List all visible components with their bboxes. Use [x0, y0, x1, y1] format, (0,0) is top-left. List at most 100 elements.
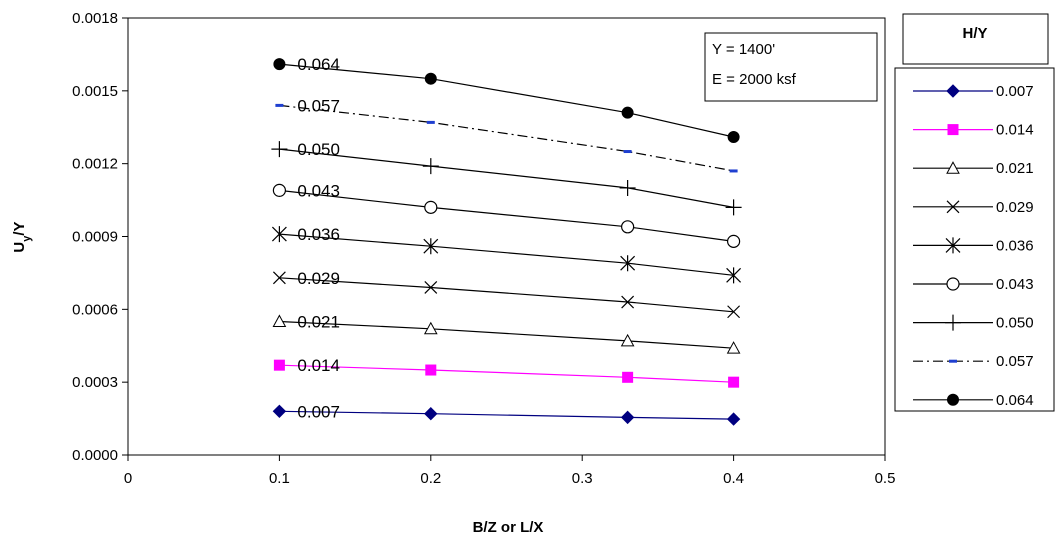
data-point	[423, 238, 439, 255]
data-point	[621, 220, 635, 234]
series-labels: 0.007 0.014 0.021 0.029 0.036 0.043 0.050 0.057…	[297, 55, 340, 421]
data-point	[620, 255, 636, 272]
series-0.057	[275, 103, 738, 173]
y-axis-title: Uy/Y	[11, 221, 33, 252]
legend-marker	[945, 314, 961, 331]
annotation-line-2: E = 2000 ksf	[712, 71, 797, 88]
x-axis-title: B/Z or L/X	[473, 519, 544, 536]
series-line	[279, 104, 734, 172]
series-0.050	[271, 141, 742, 216]
data-point	[726, 234, 741, 248]
legend-item-0.064: 0.064	[913, 392, 1034, 409]
y-tick-label: 0.0003	[72, 374, 118, 391]
data-point	[619, 179, 636, 196]
data-point	[426, 120, 435, 124]
data-point	[620, 410, 635, 425]
legend-item-0.036: 0.036	[913, 237, 1034, 254]
x-tick-label: 0.1	[269, 470, 290, 487]
data-point	[729, 169, 738, 173]
y-tick-label: 0.0018	[72, 10, 118, 27]
series-0.043	[272, 183, 741, 248]
data-point	[424, 72, 437, 85]
series-0.036	[271, 226, 742, 284]
legend-item-0.050: 0.050	[913, 314, 1034, 332]
legend: H/Y 0.007 0.014 0.021 0.029 0.036 0.043 0.050 0…	[894, 13, 1055, 412]
data-point	[621, 295, 635, 309]
y-axis: 0.0000 0.0003 0.0006 0.0009 0.0012 0.0015 0.00…	[72, 10, 128, 464]
series-line	[279, 364, 734, 383]
x-tick-label: 0	[124, 470, 132, 487]
series-line	[279, 410, 734, 420]
x-tick-label: 0.3	[572, 470, 593, 487]
legend-item-0.029: 0.029	[913, 199, 1034, 216]
series-label: 0.007	[297, 402, 340, 421]
series-label: 0.029	[297, 269, 340, 288]
legend-box	[894, 67, 1055, 412]
series-label: 0.057	[297, 96, 340, 115]
data-point	[273, 359, 285, 371]
legend-marker	[947, 124, 959, 136]
legend-marker	[946, 84, 960, 98]
data-point	[273, 58, 286, 71]
data-point	[272, 271, 286, 285]
legend-label: 0.057	[996, 353, 1034, 370]
legend-label: 0.050	[996, 315, 1034, 332]
series-line	[279, 63, 734, 138]
series-line	[279, 148, 734, 208]
series-label: 0.064	[297, 55, 340, 74]
legend-marker	[946, 277, 960, 291]
series-label: 0.043	[297, 181, 340, 200]
y-tick-label: 0.0009	[72, 229, 118, 246]
x-tick-label: 0.4	[723, 470, 744, 487]
annotation-line-1: Y = 1400'	[712, 41, 775, 58]
data-point	[725, 199, 742, 216]
legend-title: H/Y	[962, 25, 987, 42]
series-0.014	[273, 359, 740, 388]
data-point	[424, 200, 438, 214]
data-point	[424, 407, 438, 421]
legend-item-0.021: 0.021	[913, 160, 1034, 177]
data-point	[727, 130, 740, 143]
x-tick-label: 0.5	[875, 470, 896, 487]
series-0.021	[272, 314, 741, 354]
data-point	[623, 150, 632, 154]
data-point	[272, 314, 287, 327]
legend-item-0.057: 0.057	[913, 353, 1034, 370]
series-label: 0.036	[297, 225, 340, 244]
data-point	[621, 106, 634, 119]
series-0.029	[272, 271, 741, 319]
legend-item-0.014: 0.014	[913, 122, 1034, 139]
series-line	[279, 320, 734, 349]
data-point	[271, 226, 287, 243]
legend-marker	[945, 237, 961, 254]
data-point	[728, 376, 740, 388]
y-tick-label: 0.0000	[72, 447, 118, 464]
data-point	[271, 141, 288, 158]
data-point	[726, 341, 741, 354]
data-point	[425, 364, 437, 376]
legend-label: 0.021	[996, 160, 1034, 177]
y-tick-label: 0.0012	[72, 156, 118, 173]
y-tick-label: 0.0006	[72, 301, 118, 318]
series-line	[279, 189, 734, 242]
data-point	[726, 267, 742, 284]
legend-marker	[949, 359, 957, 363]
series-line	[279, 233, 734, 276]
legend-title-box	[902, 13, 1049, 65]
annotation-box: Y = 1400' E = 2000 ksf	[704, 32, 878, 102]
legend-label: 0.064	[996, 392, 1034, 409]
series-line	[279, 277, 734, 313]
data-point	[727, 305, 741, 319]
legend-item-0.007: 0.007	[913, 83, 1034, 100]
x-axis: 0 0.1 0.2 0.3 0.4 0.5	[124, 455, 896, 487]
legend-marker	[946, 200, 960, 214]
data-point	[423, 321, 438, 335]
data-point	[622, 371, 634, 383]
legend-marker	[946, 161, 960, 174]
legend-label: 0.043	[996, 276, 1034, 293]
data-point	[726, 412, 741, 426]
data-point	[620, 333, 635, 347]
legend-marker	[947, 393, 959, 406]
x-tick-label: 0.2	[420, 470, 441, 487]
